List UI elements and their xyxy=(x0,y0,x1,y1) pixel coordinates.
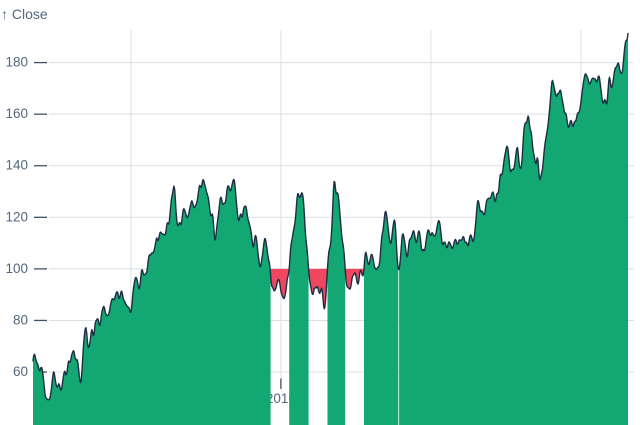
svg-text:140: 140 xyxy=(5,158,28,173)
svg-text:100: 100 xyxy=(5,261,28,276)
svg-text:120: 120 xyxy=(5,209,28,224)
svg-text:160: 160 xyxy=(5,106,28,121)
svg-text:60: 60 xyxy=(13,364,28,379)
svg-text:180: 180 xyxy=(5,55,28,70)
svg-text:80: 80 xyxy=(13,312,28,327)
